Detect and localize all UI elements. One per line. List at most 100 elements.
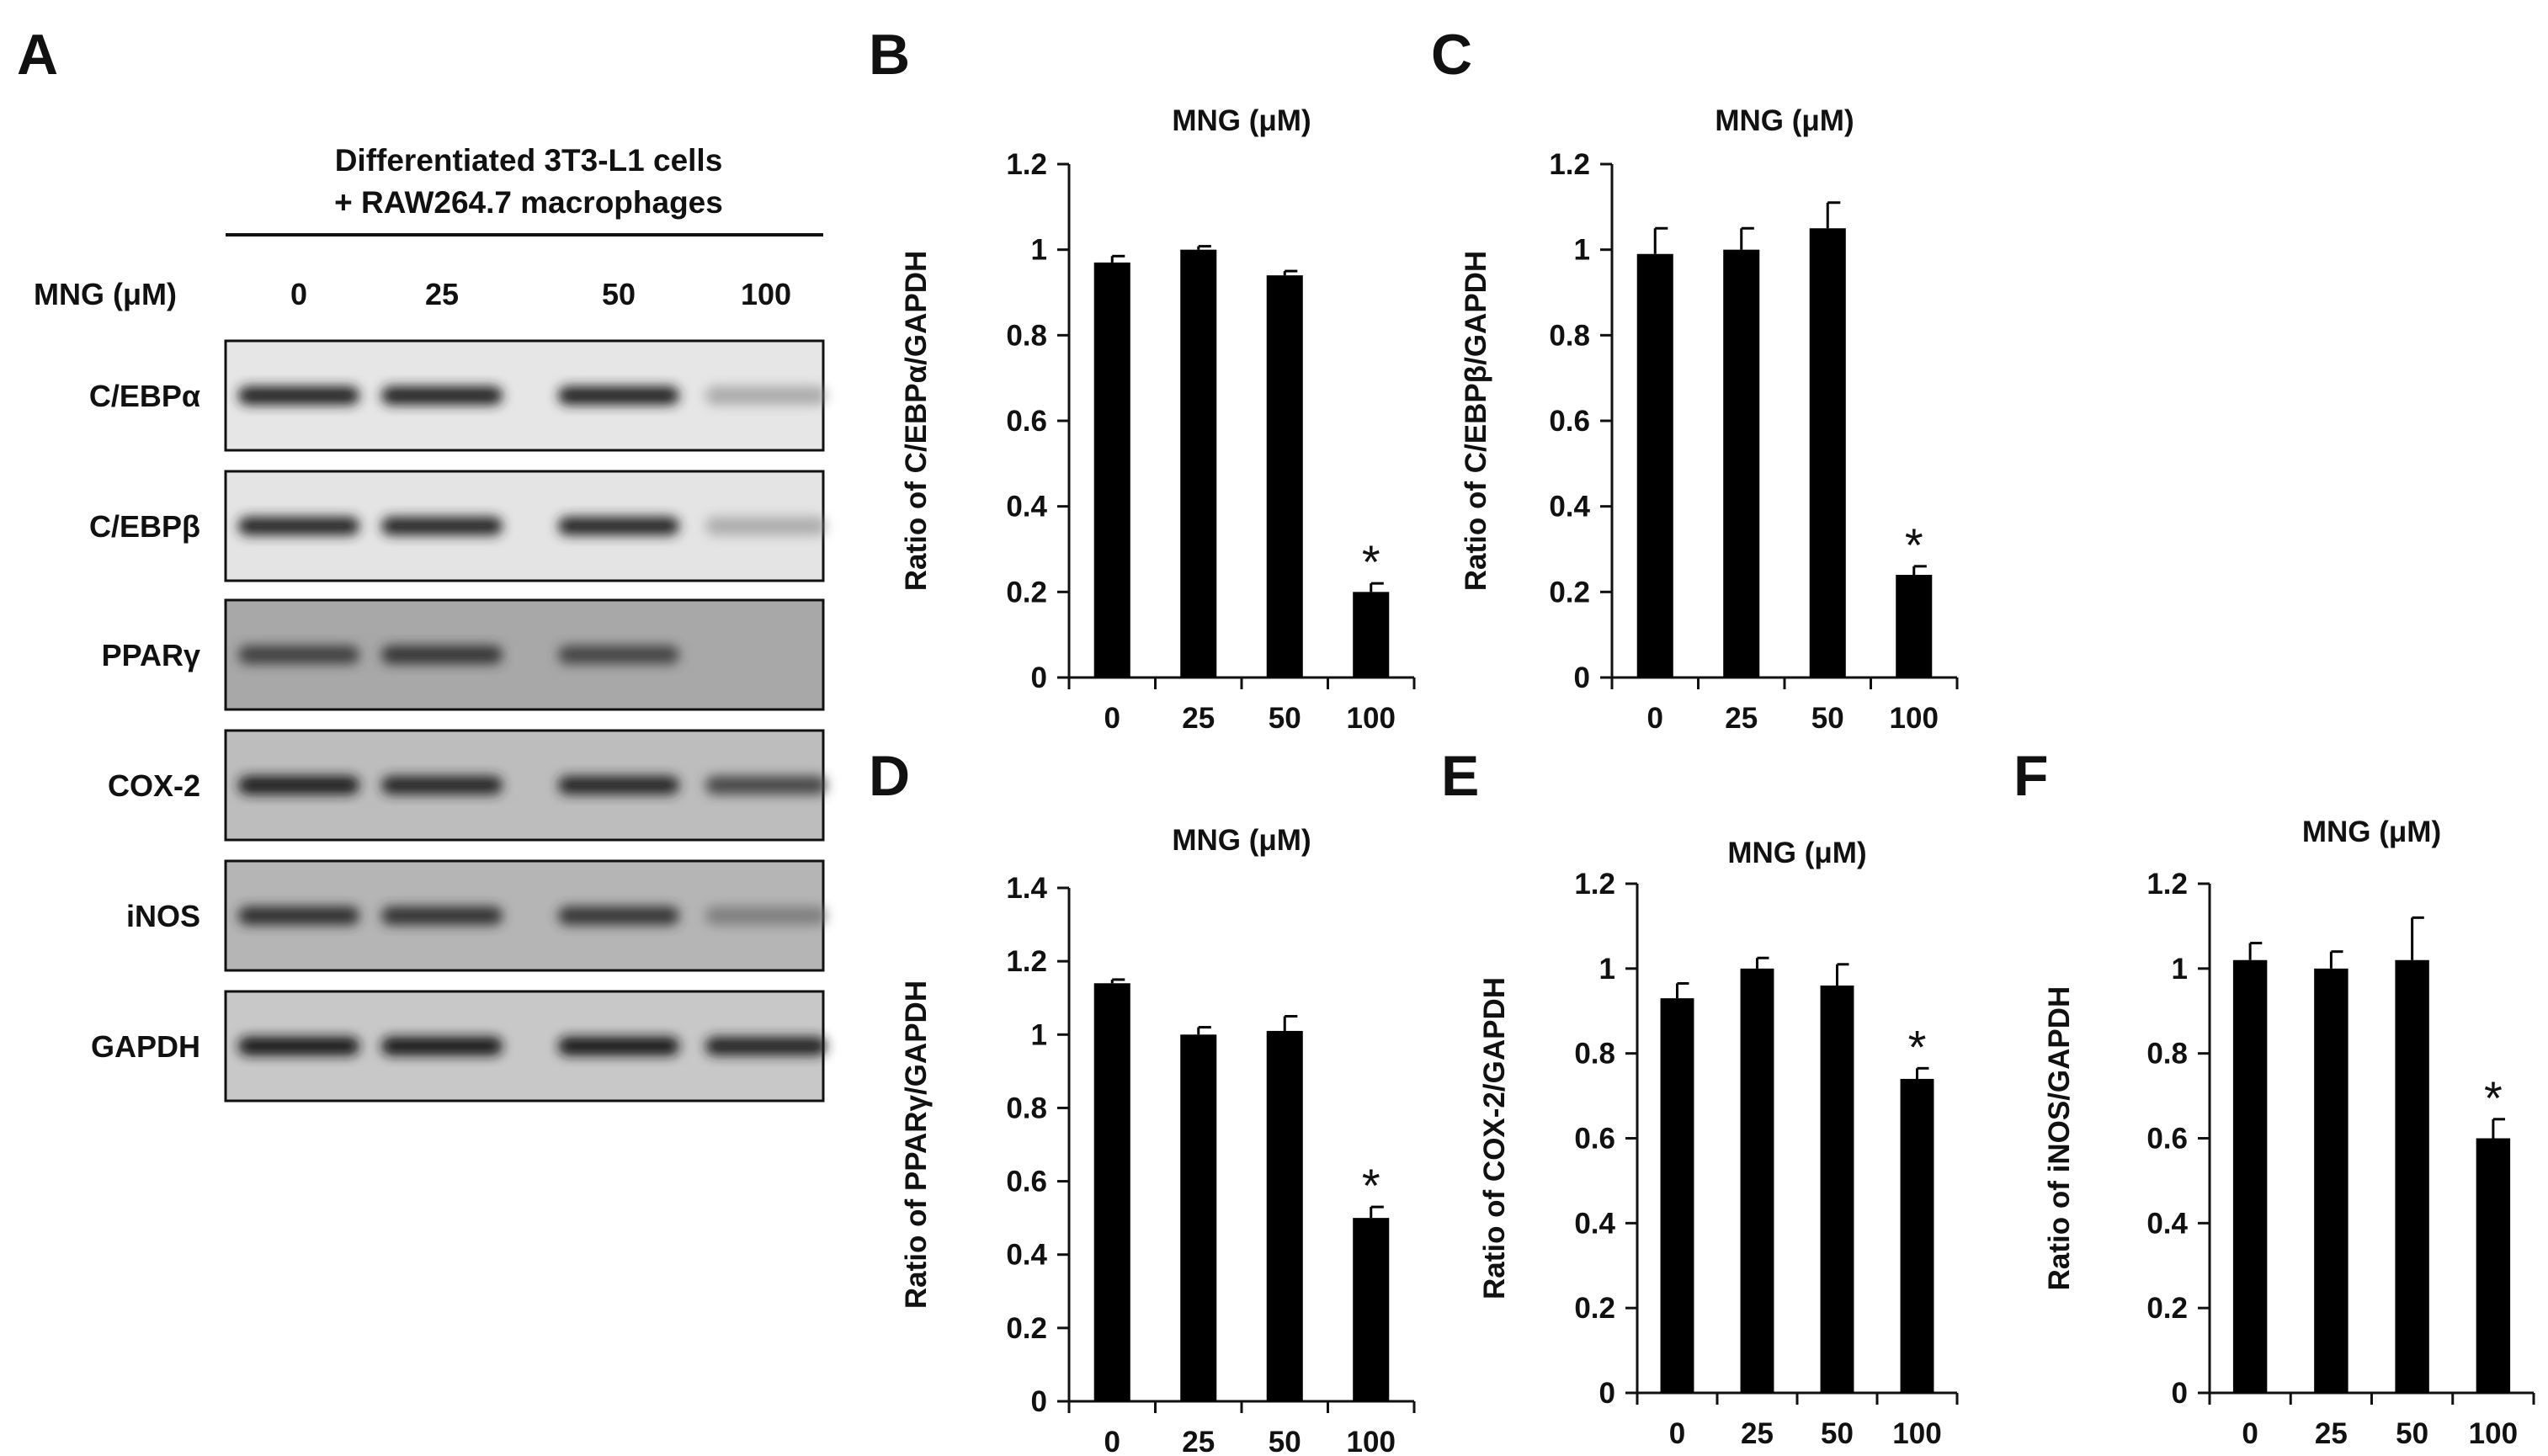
blot-band <box>558 776 679 794</box>
y-tick-label: 1.4 <box>1006 872 1047 905</box>
western-blot-panel: Differentiated 3T3-L1 cells + RAW264.7 m… <box>34 143 827 1103</box>
panel-letter-f: F <box>2013 744 2049 808</box>
x-tick-label: 25 <box>1741 1417 1774 1450</box>
blot-dose-25: 25 <box>425 277 459 311</box>
y-tick-label: 1 <box>1574 234 1590 267</box>
blot-row-c-ebp: C/EBPα <box>89 339 827 452</box>
bar-25 <box>1740 968 1774 1393</box>
bar-100 <box>1353 1218 1390 1401</box>
y-tick-label: 0.4 <box>1574 1207 1615 1240</box>
blot-dose-50: 50 <box>602 277 636 311</box>
significance-marker: * <box>2484 1071 2503 1124</box>
chart-title: MNG (μM) <box>1715 104 1854 137</box>
x-tick-label: 0 <box>1104 1426 1120 1456</box>
blot-band <box>381 517 503 535</box>
blot-row-c-ebp: C/EBPβ <box>89 470 827 582</box>
bar-50 <box>1266 275 1303 678</box>
chart-e: MNG (μM) Ratio of COX-2/GAPDH 0 0.2 0.4 0.6 0.… <box>1478 837 1959 1450</box>
significance-marker: * <box>1905 518 1923 571</box>
panel-letter-b: B <box>869 23 910 87</box>
y-tick-label: 0.2 <box>1006 1312 1047 1345</box>
blot-band <box>381 906 503 925</box>
blot-dose-100: 100 <box>741 277 791 311</box>
bar-0 <box>2232 959 2268 1393</box>
blot-band <box>238 776 359 794</box>
x-tick-label: 50 <box>2396 1417 2428 1450</box>
blot-row-inos: iNOS <box>126 859 827 972</box>
y-axis-label: Ratio of C/EBPβ/GAPDH <box>1460 251 1492 591</box>
chart-c: MNG (μM) Ratio of C/EBPβ/GAPDH 0 0.2 0.4 0.6 0… <box>1460 104 1959 735</box>
blot-band <box>381 1037 503 1055</box>
chart-f: MNG (μM) Ratio of iNOS/GAPDH 0 0.2 0.4 0.6 0.8… <box>2043 816 2535 1450</box>
significance-marker: * <box>1908 1020 1927 1073</box>
y-tick-label: 0 <box>1599 1377 1615 1410</box>
chart-d: MNG (μM) Ratio of PPARγ/GAPDH 0 0.2 0.4 0.6 0.… <box>900 824 1416 1456</box>
x-tick-label: 25 <box>2315 1417 2348 1450</box>
x-tick-label: 50 <box>1821 1417 1854 1450</box>
bar-50 <box>1820 986 1854 1393</box>
y-tick-label: 1.2 <box>1006 945 1047 978</box>
blot-row-ppar: PPARγ <box>102 598 825 711</box>
bar-100 <box>1353 592 1390 678</box>
y-tick-label: 1.2 <box>1549 148 1590 181</box>
y-axis-label: Ratio of PPARγ/GAPDH <box>900 980 933 1309</box>
blot-band <box>705 386 827 405</box>
bar-25 <box>1723 249 1760 678</box>
blot-protein-label: C/EBPβ <box>89 509 200 544</box>
bar-100 <box>1896 575 1933 678</box>
y-tick-label: 0.8 <box>1574 1038 1615 1071</box>
bar-charts: MNG (μM) Ratio of C/EBPα/GAPDH 0 0.2 0.4 0.6 0… <box>900 104 2535 1456</box>
y-tick-label: 0.4 <box>1006 491 1047 523</box>
blot-band <box>238 517 359 535</box>
x-tick-label: 25 <box>1725 702 1758 735</box>
y-tick-label: 0.4 <box>2146 1207 2188 1240</box>
blot-band <box>558 386 679 405</box>
blot-band <box>381 386 503 405</box>
chart-title: MNG (μM) <box>1727 837 1866 869</box>
y-tick-label: 0.6 <box>1006 1166 1047 1198</box>
blot-protein-label: GAPDH <box>91 1029 200 1064</box>
bar-0 <box>1093 262 1130 678</box>
bar-0 <box>1660 998 1694 1393</box>
bar-100 <box>1900 1078 1934 1393</box>
bar-25 <box>1180 249 1217 678</box>
x-tick-label: 0 <box>2242 1417 2258 1450</box>
blot-band <box>238 1037 359 1055</box>
blot-band <box>705 776 827 794</box>
x-tick-label: 0 <box>1669 1417 1685 1450</box>
x-tick-label: 100 <box>1347 1426 1396 1456</box>
y-tick-label: 0.6 <box>1006 405 1047 438</box>
y-tick-label: 0.2 <box>1006 576 1047 608</box>
y-tick-label: 1.2 <box>1006 148 1047 181</box>
y-tick-label: 0.8 <box>1006 1092 1047 1124</box>
blot-header-line2: + RAW264.7 macrophages <box>334 185 723 220</box>
x-tick-label: 50 <box>1269 1426 1301 1456</box>
x-tick-label: 25 <box>1182 702 1215 735</box>
bar-25 <box>2314 968 2349 1393</box>
chart-title: MNG (μM) <box>2302 816 2441 848</box>
significance-marker: * <box>1362 535 1380 588</box>
y-tick-label: 0.2 <box>1574 1292 1615 1325</box>
y-tick-label: 1 <box>1599 953 1615 986</box>
blot-band <box>238 646 359 664</box>
y-tick-label: 1.2 <box>1574 868 1615 901</box>
y-axis-label: Ratio of C/EBPα/GAPDH <box>900 251 933 592</box>
panel-letter-a: A <box>17 23 58 87</box>
bar-0 <box>1636 253 1673 678</box>
bar-25 <box>1180 1034 1217 1401</box>
panel-letter-e: E <box>1441 744 1479 808</box>
y-axis-label: Ratio of COX-2/GAPDH <box>1478 977 1511 1299</box>
y-axis-label: Ratio of iNOS/GAPDH <box>2043 986 2076 1291</box>
blot-dose-labels: 0 25 50 100 <box>290 277 791 311</box>
x-tick-label: 100 <box>2469 1417 2518 1450</box>
y-tick-label: 0 <box>1574 662 1590 694</box>
y-tick-label: 0.6 <box>2146 1123 2188 1156</box>
bar-50 <box>1266 1030 1303 1401</box>
blot-protein-label: PPARγ <box>102 638 200 672</box>
y-tick-label: 0.6 <box>1549 405 1590 438</box>
blot-band <box>705 517 827 535</box>
blot-row-gapdh: GAPDH <box>91 990 827 1103</box>
y-tick-label: 0.8 <box>1006 319 1047 352</box>
y-tick-label: 0.6 <box>1574 1123 1615 1156</box>
